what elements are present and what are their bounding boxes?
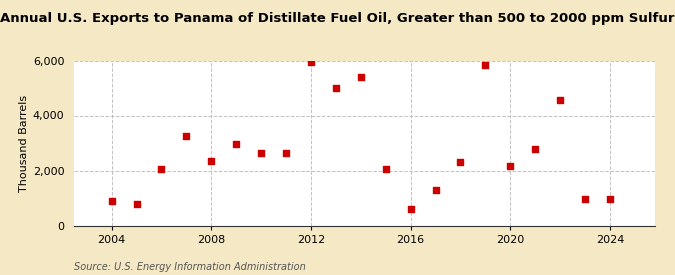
Point (331, 86, 342, 90)
Point (555, 98, 566, 103)
Point (281, 150, 292, 155)
Point (206, 159, 217, 163)
Text: Annual U.S. Exports to Panama of Distillate Fuel Oil, Greater than 500 to 2000 p: Annual U.S. Exports to Panama of Distill… (0, 12, 675, 25)
Point (156, 167, 167, 171)
Point (181, 134, 192, 138)
Point (306, 60, 317, 64)
Point (355, 75, 366, 79)
Point (106, 199, 117, 203)
Point (580, 197, 591, 202)
Y-axis label: Thousand Barrels: Thousand Barrels (19, 94, 29, 192)
Point (131, 201, 142, 206)
Point (455, 160, 466, 164)
Point (530, 146, 541, 151)
Point (505, 164, 516, 169)
Point (605, 197, 616, 202)
Point (231, 142, 242, 147)
Point (256, 150, 267, 155)
Point (430, 188, 441, 192)
Point (480, 62, 491, 67)
Point (380, 167, 391, 171)
Text: Source: U.S. Energy Information Administration: Source: U.S. Energy Information Administ… (74, 262, 306, 272)
Point (405, 207, 416, 211)
